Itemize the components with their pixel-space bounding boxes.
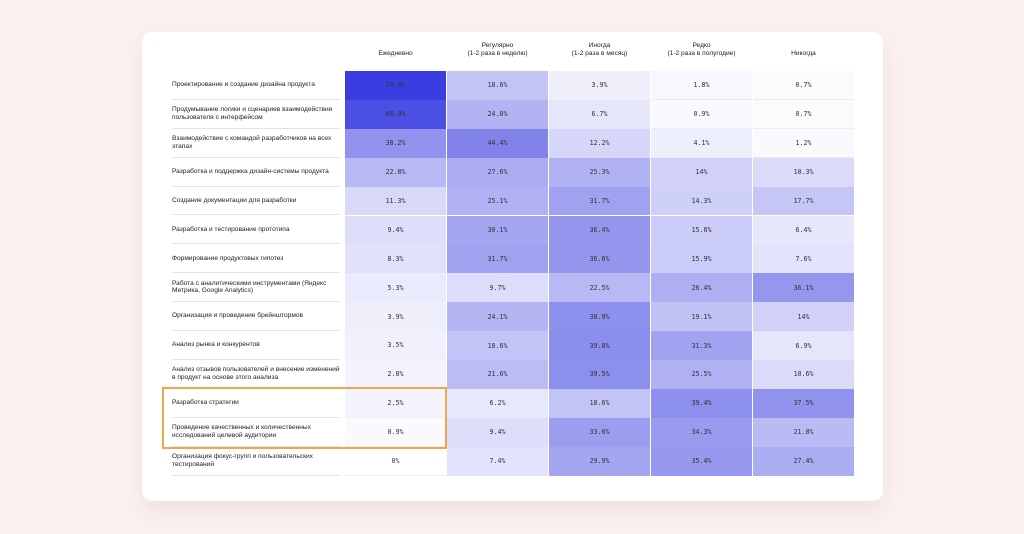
heatmap-cell: 35.4% <box>651 446 752 476</box>
heatmap-cell: 18.6% <box>447 71 548 100</box>
row-label: Разработка и тестирование прототипа <box>172 216 340 245</box>
heatmap-cell: 18.6% <box>447 331 548 360</box>
heatmap-cell: 31.7% <box>447 244 548 274</box>
row-label: Взаимодействие с командой разработчиков … <box>172 129 340 158</box>
heatmap-cell: 37.5% <box>753 388 854 418</box>
heatmap-cell: 14% <box>651 157 752 187</box>
heatmap-cell: 66.9% <box>345 99 446 129</box>
heatmap-cell: 10.3% <box>753 157 854 187</box>
heatmap-cell: 24.8% <box>447 99 548 129</box>
heatmap-cell: 9.4% <box>447 417 548 447</box>
heatmap-cell: 3.9% <box>549 71 650 100</box>
row-label: Проведение качественных и количественных… <box>172 418 340 447</box>
heatmap-cell: 36.6% <box>549 244 650 274</box>
heatmap-cell: 15.6% <box>651 215 752 245</box>
heatmap-cell: 30.1% <box>447 215 548 245</box>
heatmap-cell: 25.3% <box>549 157 650 187</box>
heatmap-cell: 11.3% <box>345 186 446 216</box>
heatmap-cell: 9.4% <box>345 215 446 245</box>
heatmap-cell: 4.1% <box>651 128 752 158</box>
column-header: Регулярно (1-2 раза в неделю) <box>467 42 528 57</box>
row-label: Анализ рынка и конкурентов <box>172 331 340 360</box>
heatmap-cell: 21.8% <box>753 417 854 447</box>
heatmap-cell: 26.4% <box>651 273 752 303</box>
heatmap-cell: 6.9% <box>753 331 854 360</box>
row-label: Работа с аналитическими инструментами (Я… <box>172 273 340 303</box>
heatmap-cell: 39.8% <box>549 331 650 360</box>
heatmap-cell: 0.9% <box>345 417 446 447</box>
row-label: Продумывание логики и сценариев взаимоде… <box>172 100 340 129</box>
heatmap-cell: 6.4% <box>753 215 854 245</box>
heatmap-cell: 22.5% <box>549 273 650 303</box>
heatmap-cell: 12.2% <box>549 128 650 158</box>
heatmap-cell: 3.9% <box>345 302 446 332</box>
heatmap-cell: 17.7% <box>753 186 854 216</box>
row-label: Анализ отзывов пользователей и внесение … <box>172 360 340 389</box>
column-header: Редко (1-2 раза в полугодие) <box>667 42 736 57</box>
heatmap-cell: 34.3% <box>651 417 752 447</box>
heatmap-cell: 1.8% <box>651 71 752 100</box>
heatmap-cell: 27.6% <box>447 157 548 187</box>
heatmap-cell: 9.7% <box>447 273 548 303</box>
heatmap-cell: 25.1% <box>447 186 548 216</box>
heatmap-cell: 36.1% <box>753 273 854 303</box>
heatmap-cell: 27.4% <box>753 446 854 476</box>
heatmap-cell: 74.9% <box>345 71 446 100</box>
heatmap-cell: 19.1% <box>651 302 752 332</box>
row-label: Организация и проведение брейнштормов <box>172 302 340 332</box>
heatmap-cell: 44.4% <box>447 128 548 158</box>
row-label: Разработка стратегии <box>172 389 340 418</box>
heatmap-cell: 6.7% <box>549 99 650 129</box>
heatmap-cell: 7.6% <box>753 244 854 274</box>
heatmap-cell: 25.5% <box>651 360 752 389</box>
heatmap-cell: 24.1% <box>447 302 548 332</box>
heatmap-cell: 0.7% <box>753 71 854 100</box>
heatmap-cell: 14% <box>753 302 854 332</box>
column-header: Ежедневно <box>378 50 413 57</box>
row-label: Организация фокус-групп и пользовательск… <box>172 447 340 476</box>
column-header: Никогда <box>791 50 816 57</box>
heatmap-cell: 39.5% <box>549 360 650 389</box>
heatmap-cell: 38.9% <box>549 302 650 332</box>
heatmap-cell: 0.7% <box>753 99 854 129</box>
heatmap-cell: 39.4% <box>651 388 752 418</box>
heatmap-cell: 36.4% <box>549 215 650 245</box>
heatmap-cell: 29.9% <box>549 446 650 476</box>
row-label: Формирование продуктовых гипотез <box>172 244 340 274</box>
heatmap-cell: 21.6% <box>447 360 548 389</box>
row-label: Создание документации для разработки <box>172 187 340 216</box>
heatmap-cell: 6.2% <box>447 388 548 418</box>
heatmap-cell: 22.8% <box>345 157 446 187</box>
column-header: Иногда (1-2 раза в месяц) <box>571 42 628 57</box>
heatmap-cell: 7.4% <box>447 446 548 476</box>
heatmap-cell: 2.5% <box>345 388 446 418</box>
heatmap-cell: 10.6% <box>753 360 854 389</box>
heatmap-cell: 14.3% <box>651 186 752 216</box>
row-label: Проектирование и создание дизайна продук… <box>172 71 340 100</box>
heatmap-cell: 3.5% <box>345 331 446 360</box>
heatmap-cell: 0.9% <box>651 99 752 129</box>
heatmap-cell: 2.8% <box>345 360 446 389</box>
heatmap-cell: 38.2% <box>345 128 446 158</box>
heatmap-cell: 33.6% <box>549 417 650 447</box>
heatmap-cell: 18.6% <box>549 388 650 418</box>
heatmap-cell: 0% <box>345 446 446 476</box>
heatmap-cell: 8.3% <box>345 244 446 274</box>
heatmap-cell: 5.3% <box>345 273 446 303</box>
heatmap-cell: 31.3% <box>651 331 752 360</box>
heatmap-cell: 1.2% <box>753 128 854 158</box>
row-label: Разработка и поддержка дизайн-системы пр… <box>172 158 340 187</box>
heatmap-cell: 31.7% <box>549 186 650 216</box>
heatmap-cell: 15.9% <box>651 244 752 274</box>
